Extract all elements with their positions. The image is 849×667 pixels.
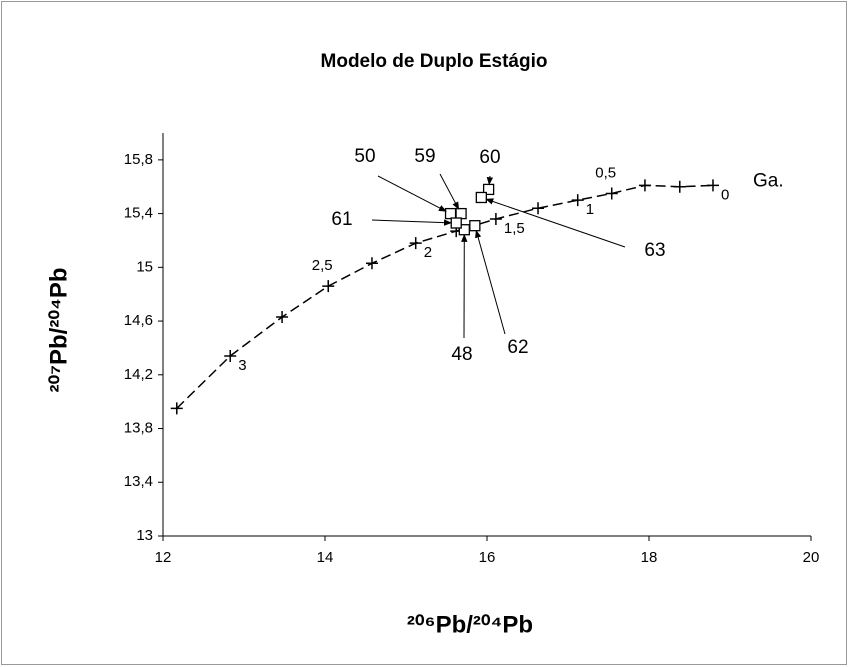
y-axis-label: ²⁰⁷Pb/²⁰⁴Pb bbox=[45, 267, 72, 392]
x-tick-label: 16 bbox=[479, 549, 496, 566]
y-tick-label: 13,8 bbox=[124, 420, 153, 437]
age-label: 2 bbox=[424, 244, 432, 261]
curve-point bbox=[532, 202, 545, 215]
sample-label: 61 bbox=[331, 209, 352, 230]
curve-point bbox=[571, 194, 584, 207]
curve-point bbox=[673, 180, 686, 193]
sample-label: 62 bbox=[507, 337, 528, 358]
sample-label: 50 bbox=[354, 146, 375, 167]
curve-point bbox=[276, 311, 289, 324]
sample-point bbox=[475, 191, 487, 204]
sample-arrow bbox=[475, 229, 506, 335]
sample-arrow bbox=[439, 173, 460, 210]
y-tick-label: 15 bbox=[136, 258, 153, 275]
y-tick-label: 13 bbox=[136, 527, 153, 544]
sample-point bbox=[469, 220, 481, 232]
age-label: 0,5 bbox=[595, 164, 616, 181]
x-axis-label: ²⁰⁶Pb/²⁰⁴Pb bbox=[407, 611, 533, 638]
curve-point bbox=[409, 237, 422, 250]
sample-label: 60 bbox=[479, 147, 500, 168]
y-tick-label: 14,2 bbox=[124, 366, 153, 383]
age-label: 0 bbox=[721, 186, 729, 203]
y-tick-label: 15,4 bbox=[124, 205, 153, 222]
curve-point bbox=[489, 212, 502, 225]
sample-label: 59 bbox=[414, 146, 435, 167]
age-label: 1,5 bbox=[504, 220, 525, 237]
sample-point bbox=[455, 207, 467, 220]
curve-point bbox=[224, 349, 237, 362]
x-tick-label: 20 bbox=[803, 549, 820, 566]
chart-title: Modelo de Duplo Estágio bbox=[321, 51, 548, 72]
sample-arrow bbox=[377, 175, 447, 212]
y-tick-label: 13,4 bbox=[124, 473, 153, 490]
sample-point bbox=[444, 207, 457, 220]
sample-point bbox=[450, 217, 462, 229]
curve-point bbox=[638, 179, 651, 192]
age-label: 1 bbox=[586, 201, 594, 218]
sample-label: 48 bbox=[451, 344, 472, 365]
curve-point bbox=[322, 280, 335, 293]
curve-point bbox=[365, 257, 378, 270]
y-tick-label: 15,8 bbox=[124, 151, 153, 168]
sample-arrow bbox=[371, 219, 453, 226]
y-tick-label: 14,6 bbox=[124, 312, 153, 329]
age-label: 2,5 bbox=[312, 257, 333, 274]
age-label: 3 bbox=[238, 357, 246, 374]
growth-curve bbox=[176, 184, 714, 409]
x-tick-label: 14 bbox=[317, 549, 334, 566]
sample-arrow bbox=[486, 175, 494, 186]
curve-annotation: Ga. bbox=[753, 170, 784, 191]
sample-arrow bbox=[485, 198, 626, 248]
sample-label: 63 bbox=[644, 240, 665, 261]
curve-point bbox=[605, 187, 618, 200]
x-tick-label: 18 bbox=[641, 549, 658, 566]
curve-point bbox=[170, 402, 183, 415]
x-tick-label: 12 bbox=[155, 549, 172, 566]
curve-point bbox=[706, 179, 719, 192]
